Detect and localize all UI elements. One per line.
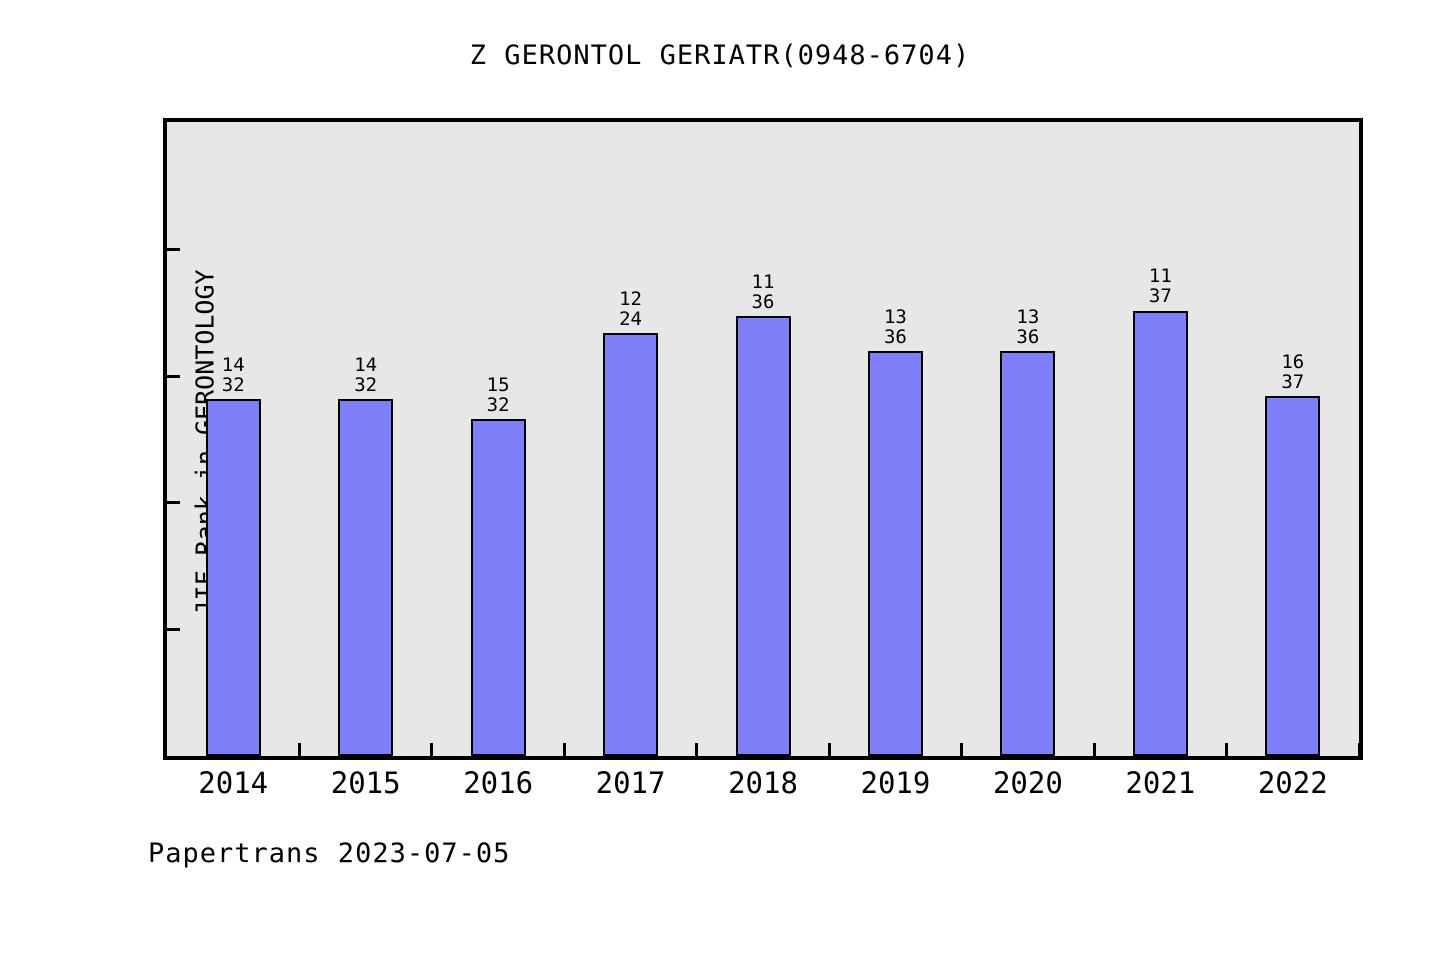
bar-value-label: 11 36 [698,272,828,312]
x-tick-label: 2016 [463,766,534,800]
x-tick-mark [297,743,301,756]
plot-inner: JIF Rank in GERONTOLOGY 0.00.20.40.60.81… [167,122,1361,756]
bar-value-label: 11 37 [1095,266,1225,306]
x-tick-mark [827,743,831,756]
bar-value-label: 13 36 [963,307,1093,347]
bar-label-denominator: 36 [1016,325,1040,348]
bar-label-numerator: 16 [1281,351,1305,374]
x-tick-mark [562,743,566,756]
x-tick-label: 2022 [1257,766,1328,800]
bar[interactable] [603,333,659,756]
x-tick-mark [695,743,699,756]
x-tick-label: 2019 [860,766,931,800]
chart-title: Z GERONTOL GERIATR(0948-6704) [469,40,971,71]
bar-label-numerator: 14 [221,354,245,377]
bar-value-label: 14 32 [168,355,298,395]
bar-label-numerator: 15 [486,374,510,397]
bar-label-numerator: 13 [1016,305,1040,328]
y-tick-mark [167,628,180,632]
bar-label-denominator: 37 [1148,285,1172,308]
y-tick-mark [167,374,180,378]
x-tick-label: 2017 [595,766,666,800]
x-tick-mark [960,743,964,756]
x-tick-label: 2021 [1125,766,1196,800]
footer-note: Papertrans 2023-07-05 [148,838,511,869]
x-tick-label: 2018 [728,766,798,800]
bar-label-denominator: 37 [1281,371,1305,394]
bar[interactable] [205,399,261,756]
bar-label-numerator: 12 [619,288,642,311]
bar-label-denominator: 24 [619,308,642,331]
bar-label-numerator: 13 [883,305,907,328]
plot-area: JIF Rank in GERONTOLOGY 0.00.20.40.60.81… [163,118,1363,760]
x-tick-label: 2020 [992,766,1063,800]
bar-label-denominator: 32 [486,394,510,417]
bar-value-label: 14 32 [301,355,431,395]
y-tick-mark [167,501,180,505]
x-tick-mark [430,743,434,756]
bar-value-label: 12 24 [566,289,696,329]
bar[interactable] [338,399,394,756]
bar-label-denominator: 36 [883,325,907,348]
x-tick-mark [1092,743,1096,756]
bar-value-label: 13 36 [830,307,960,347]
bar-label-denominator: 36 [751,290,775,313]
bar[interactable] [470,419,526,756]
bar-label-numerator: 11 [751,270,775,293]
bar[interactable] [867,350,923,756]
x-tick-label: 2014 [198,766,269,800]
x-tick-mark [1225,743,1229,756]
x-tick-mark [1357,743,1361,756]
x-tick-label: 2015 [330,766,401,800]
y-tick-mark [167,247,180,251]
bar[interactable] [1265,396,1321,756]
bar-label-denominator: 32 [221,374,245,397]
bar[interactable] [735,315,791,756]
bar-value-label: 16 37 [1228,352,1358,392]
bar[interactable] [1000,350,1056,756]
bar[interactable] [1132,310,1188,756]
bar-label-denominator: 32 [354,374,378,397]
bar-label-numerator: 11 [1148,265,1172,288]
bar-value-label: 15 32 [433,375,563,415]
bar-label-numerator: 14 [354,354,378,377]
